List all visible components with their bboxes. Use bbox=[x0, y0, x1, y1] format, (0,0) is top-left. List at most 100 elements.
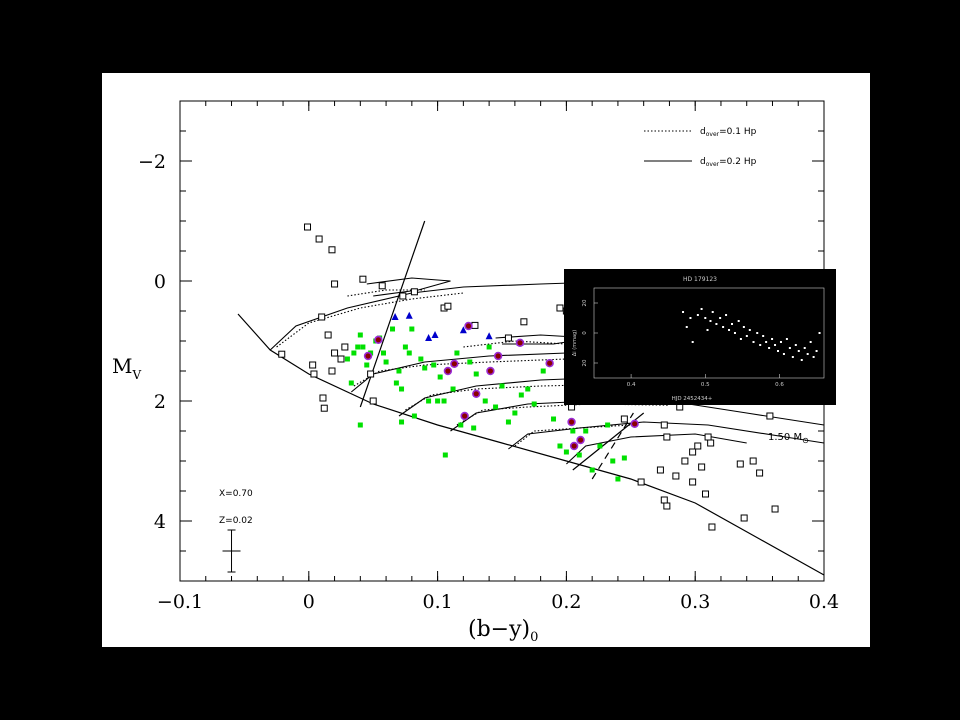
inset-x-tick-label: 0.6 bbox=[775, 382, 784, 388]
open-square-point bbox=[749, 457, 757, 465]
data-points bbox=[278, 223, 779, 531]
open-square-point bbox=[740, 514, 748, 522]
green-square-point bbox=[450, 386, 456, 392]
green-square-point bbox=[418, 356, 424, 362]
open-square-point bbox=[315, 235, 323, 243]
green-square-point bbox=[605, 422, 611, 428]
circle-inner bbox=[462, 413, 468, 419]
inset-point bbox=[800, 359, 803, 361]
green-square-point bbox=[615, 476, 621, 482]
green-square-point bbox=[493, 404, 499, 410]
inset-points bbox=[682, 308, 821, 361]
annotation-mass-label: 1.50 M⊙ bbox=[768, 432, 809, 445]
inset-point bbox=[715, 323, 718, 325]
green-square-point bbox=[411, 413, 417, 419]
green-square-point bbox=[431, 362, 437, 368]
open-square-point bbox=[520, 318, 528, 326]
green-square-point bbox=[442, 452, 448, 458]
open-square-point bbox=[663, 433, 671, 441]
track-solid bbox=[566, 433, 747, 465]
circle-inner bbox=[473, 391, 479, 397]
x-tick-label: 0 bbox=[303, 591, 315, 613]
figure-panel: −0.1 0 0.1 0.2 0.3 0.4 −2 0 2 4 dover=0.1 Hp dove… bbox=[102, 73, 870, 647]
open-square-point bbox=[319, 394, 327, 402]
open-square-point bbox=[689, 448, 697, 456]
circle-inner bbox=[375, 337, 381, 343]
open-square-point bbox=[637, 478, 645, 486]
circled-point bbox=[450, 359, 459, 368]
inset-point bbox=[768, 347, 771, 349]
open-square-point bbox=[694, 442, 702, 450]
circled-point bbox=[460, 411, 469, 421]
inset-point bbox=[696, 314, 699, 316]
inset-background bbox=[564, 269, 836, 405]
track-dotted bbox=[353, 358, 567, 387]
open-square-point bbox=[369, 397, 377, 405]
green-square-point bbox=[499, 383, 505, 389]
green-square-point bbox=[355, 344, 361, 350]
inset-point bbox=[704, 317, 707, 319]
green-square-point bbox=[570, 428, 576, 434]
blue-triangle-point bbox=[391, 313, 399, 320]
open-square-point bbox=[324, 331, 332, 339]
inset-y-tick-label: 0 bbox=[582, 331, 588, 335]
green-square-point bbox=[583, 428, 589, 434]
inset-point bbox=[731, 323, 733, 325]
inset-x-label: HJD 2452434+ bbox=[672, 396, 713, 402]
y-tick-label: 2 bbox=[154, 391, 166, 413]
green-square-point bbox=[357, 332, 363, 338]
inset-point bbox=[733, 332, 736, 334]
green-square-point bbox=[597, 443, 603, 449]
circle-inner bbox=[365, 353, 371, 359]
green-square-point bbox=[351, 350, 357, 356]
open-square-point bbox=[681, 457, 689, 465]
open-square-point bbox=[689, 478, 697, 486]
green-square-point bbox=[348, 380, 354, 386]
green-square-point bbox=[482, 398, 488, 404]
circle-inner bbox=[465, 323, 472, 329]
circle-inner bbox=[517, 340, 523, 346]
inset-x-tick-label: 0.5 bbox=[701, 382, 710, 388]
open-square-point bbox=[320, 404, 328, 412]
hr-diagram: −0.1 0 0.1 0.2 0.3 0.4 −2 0 2 4 dover=0.1 Hp dove… bbox=[112, 100, 839, 645]
green-square-point bbox=[563, 449, 569, 455]
blue-triangle-point bbox=[431, 331, 439, 338]
inset-point bbox=[777, 350, 779, 352]
axis-ticks: −0.1 0 0.1 0.2 0.3 0.4 −2 0 2 4 bbox=[138, 100, 839, 613]
inset-point bbox=[737, 320, 740, 322]
green-square-point bbox=[458, 422, 464, 428]
inset-point bbox=[774, 344, 777, 346]
green-square-point bbox=[360, 344, 366, 350]
inset-point bbox=[815, 350, 818, 352]
green-square-point bbox=[393, 380, 399, 386]
inset-point bbox=[779, 341, 782, 343]
x-tick-label: 0.4 bbox=[809, 591, 839, 613]
inset-point bbox=[745, 335, 748, 337]
inset-point bbox=[756, 332, 759, 334]
open-square-point bbox=[704, 433, 712, 441]
track-dotted bbox=[514, 424, 631, 447]
open-square-point bbox=[736, 460, 744, 468]
annotation-x-composition: X=0.70 bbox=[219, 489, 253, 499]
open-square-point bbox=[708, 523, 716, 531]
green-square-point bbox=[505, 419, 511, 425]
open-square-point bbox=[656, 466, 664, 474]
green-square-point bbox=[557, 443, 563, 449]
open-square-point bbox=[663, 502, 671, 510]
blue-triangle-point bbox=[405, 311, 413, 319]
green-square-point bbox=[518, 392, 524, 398]
green-square-point bbox=[399, 419, 405, 425]
open-square-point bbox=[278, 350, 286, 358]
circle-inner bbox=[487, 368, 494, 374]
circle-inner bbox=[451, 361, 457, 367]
green-square-point bbox=[512, 410, 518, 416]
annotation-z-composition: Z=0.02 bbox=[219, 516, 253, 526]
green-square-point bbox=[357, 422, 363, 428]
open-square-point bbox=[331, 280, 339, 288]
green-square-point bbox=[454, 350, 460, 356]
inset-title: HD 179123 bbox=[683, 276, 717, 283]
inset-point bbox=[771, 338, 774, 340]
circled-point bbox=[486, 366, 495, 376]
green-square-point bbox=[441, 398, 447, 404]
green-square-point bbox=[426, 398, 432, 404]
